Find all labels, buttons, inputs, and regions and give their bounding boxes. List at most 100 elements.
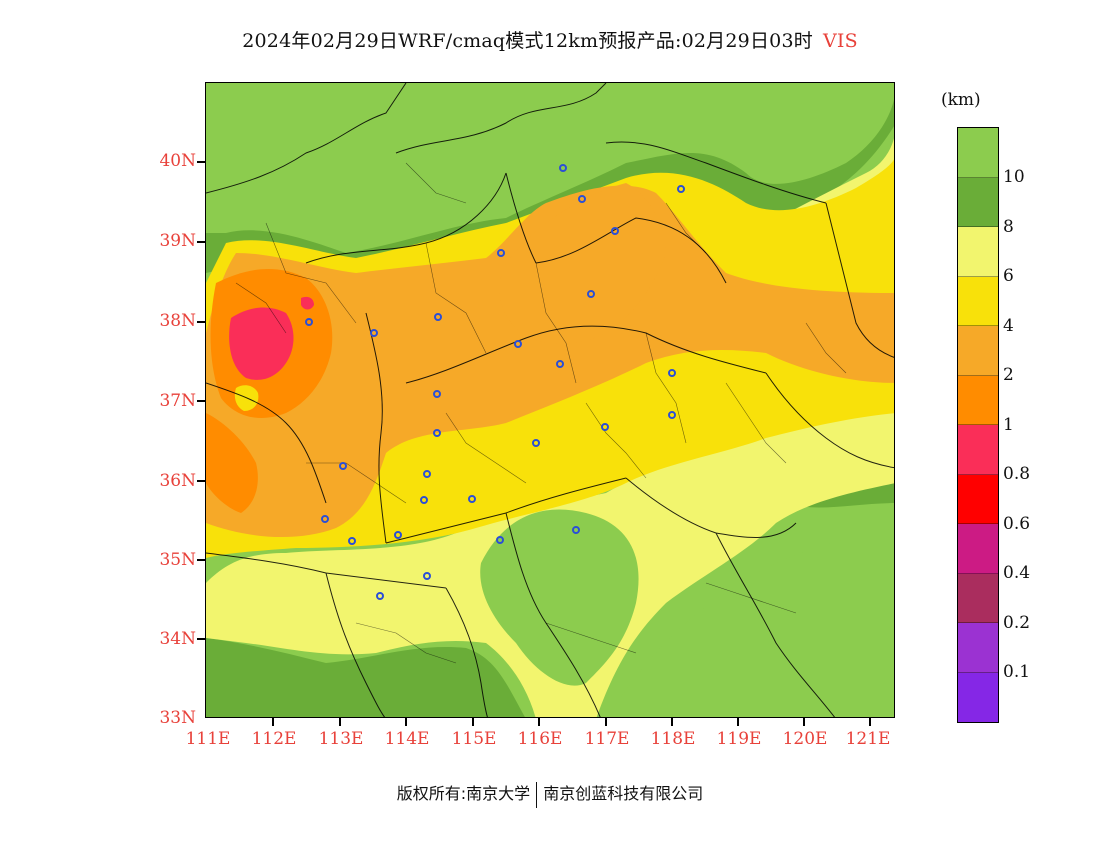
lon-tick <box>339 718 341 726</box>
legend-label-0-6: 0.6 <box>1003 514 1031 534</box>
city-marker <box>423 470 431 478</box>
city-marker <box>611 227 619 235</box>
city-marker <box>668 369 676 377</box>
lon-tick <box>803 718 805 726</box>
lat-tick <box>197 241 205 243</box>
city-marker <box>423 572 431 580</box>
vis-region-dark-green-south <box>206 638 525 717</box>
city-marker <box>370 329 378 337</box>
lon-tick <box>737 718 739 726</box>
legend-swatch <box>958 425 998 475</box>
vis-region-pink-2 <box>301 296 314 310</box>
vis-region-green-southeast <box>607 528 894 717</box>
city-marker <box>433 390 441 398</box>
city-marker <box>578 195 586 203</box>
legend-swatch <box>958 177 998 227</box>
legend-swatch <box>958 524 998 574</box>
copyright-left: 版权所有:南京大学 <box>396 784 531 803</box>
province-boundaries <box>206 83 894 717</box>
city-marker <box>348 537 356 545</box>
copyright-right: 南京创蓝科技有限公司 <box>543 784 704 803</box>
legend-label-1: 1 <box>1003 415 1014 435</box>
city-marker <box>433 429 441 437</box>
lat-tick <box>197 161 205 163</box>
legend-label-0-1: 0.1 <box>1003 662 1031 682</box>
legend-swatch <box>958 276 998 326</box>
county-boundaries <box>235 162 847 664</box>
legend-label-8: 8 <box>1003 217 1014 237</box>
lat-label-35n: 35N <box>159 550 196 570</box>
legend-swatch <box>958 474 998 524</box>
lon-tick <box>671 718 673 726</box>
vis-region-green-central <box>480 509 639 686</box>
color-legend <box>957 127 999 723</box>
lat-label-33n: 33N <box>159 708 196 728</box>
lat-tick <box>197 559 205 561</box>
legend-label-0-8: 0.8 <box>1003 464 1031 484</box>
lon-label-111e: 111E <box>185 729 231 749</box>
lon-label-114e: 114E <box>384 729 430 749</box>
city-marker <box>556 360 564 368</box>
city-marker <box>339 462 347 470</box>
legend-swatch <box>958 672 998 722</box>
city-marker <box>587 290 595 298</box>
city-marker <box>468 495 476 503</box>
lat-label-40n: 40N <box>159 151 196 171</box>
lon-tick <box>272 718 274 726</box>
lat-tick <box>197 400 205 402</box>
city-marker <box>677 185 685 193</box>
city-marker <box>559 164 567 172</box>
city-marker <box>305 318 313 326</box>
lat-label-36n: 36N <box>159 471 196 491</box>
lat-label-38n: 38N <box>159 311 196 331</box>
lon-label-112e: 112E <box>251 729 297 749</box>
vis-region-pink <box>229 307 294 380</box>
vis-region-deep-orange-2 <box>206 413 258 513</box>
city-marker <box>572 526 580 534</box>
city-marker <box>601 423 609 431</box>
city-marker <box>420 496 428 504</box>
city-marker <box>376 592 384 600</box>
copyright-footer: 版权所有:南京大学 南京创蓝科技有限公司 <box>0 780 1100 808</box>
city-marker <box>532 439 540 447</box>
vis-region-orange-2 <box>499 183 666 344</box>
lat-tick <box>197 480 205 482</box>
city-marker <box>668 411 676 419</box>
vis-region-orange <box>206 185 894 538</box>
legend-label-6: 6 <box>1003 266 1014 286</box>
city-marker <box>434 313 442 321</box>
lon-label-119e: 119E <box>716 729 762 749</box>
lon-label-121e: 121E <box>845 729 891 749</box>
chart-title: 2024年02月29日WRF/cmaq模式12km预报产品:02月29日03时 V… <box>0 26 1100 53</box>
city-marker <box>321 515 329 523</box>
legend-swatch <box>958 128 998 178</box>
lon-tick <box>538 718 540 726</box>
lon-tick <box>472 718 474 726</box>
visibility-field-map <box>206 83 894 717</box>
lat-label-39n: 39N <box>159 231 196 251</box>
city-marker <box>497 249 505 257</box>
lon-label-117e: 117E <box>584 729 630 749</box>
legend-label-0-4: 0.4 <box>1003 563 1031 583</box>
lat-label-34n: 34N <box>159 629 196 649</box>
variable-name: VIS <box>822 30 858 52</box>
legend-swatch <box>958 227 998 277</box>
legend-unit: (km) <box>941 90 981 110</box>
city-markers <box>305 164 685 600</box>
legend-swatch <box>958 326 998 376</box>
lon-tick <box>605 718 607 726</box>
city-marker <box>496 536 504 544</box>
lon-label-113e: 113E <box>318 729 364 749</box>
legend-label-2: 2 <box>1003 365 1014 385</box>
city-marker <box>394 531 402 539</box>
lat-label-37n: 37N <box>159 391 196 411</box>
legend-label-4: 4 <box>1003 316 1014 336</box>
title-text: 2024年02月29日WRF/cmaq模式12km预报产品:02月29日03时 <box>242 30 813 52</box>
lon-label-118e: 118E <box>650 729 696 749</box>
lat-tick <box>197 638 205 640</box>
lon-tick <box>405 718 407 726</box>
lon-label-116e: 116E <box>517 729 563 749</box>
lon-label-120e: 120E <box>782 729 828 749</box>
legend-label-10: 10 <box>1003 167 1025 187</box>
footer-separator <box>536 781 538 808</box>
